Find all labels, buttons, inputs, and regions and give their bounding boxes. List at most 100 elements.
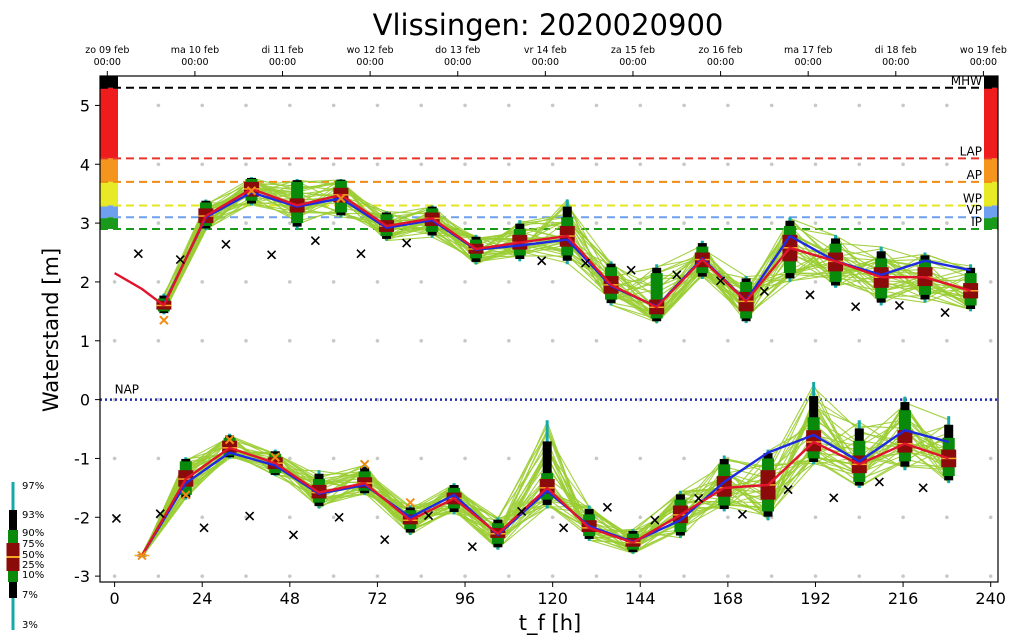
- hw-astro-marker: [267, 250, 277, 260]
- grid-dot: [156, 221, 161, 225]
- date-tick-day: za 15 feb: [611, 45, 655, 56]
- grid-dot: [682, 162, 686, 167]
- x-tick-label: 96: [455, 589, 475, 608]
- lw-astro-marker: [199, 523, 209, 533]
- grid-dot: [200, 162, 205, 167]
- y-tick-label: 3: [80, 214, 90, 233]
- grid-dot: [901, 221, 905, 225]
- lw-astro-marker: [334, 512, 344, 522]
- grid-dot: [244, 162, 248, 167]
- grid-dot: [244, 338, 248, 343]
- legend-label: 10%: [22, 570, 44, 581]
- date-tick-day: di 18 feb: [875, 45, 917, 56]
- date-tick-time: 00:00: [882, 57, 909, 68]
- grid-dot: [288, 574, 292, 578]
- nap-label: NAP: [115, 383, 139, 397]
- date-tick-day: zo 09 feb: [85, 45, 129, 56]
- grid-dot: [594, 574, 599, 578]
- lw-astro-marker: [245, 511, 255, 521]
- lw-median-line: [140, 440, 950, 557]
- legend-label: 25%: [22, 560, 44, 571]
- y-axis-label: Waterstand [m]: [39, 248, 63, 412]
- grid-dot: [419, 280, 424, 284]
- grid-dot: [726, 221, 730, 225]
- legend-label: 93%: [22, 510, 44, 521]
- grid-dot: [200, 280, 205, 284]
- plot-frame: [99, 75, 999, 583]
- grid-dot: [288, 456, 292, 461]
- grid-dot: [638, 103, 643, 108]
- grid-dot: [112, 280, 117, 284]
- grid-dot: [507, 338, 511, 343]
- grid-dot: [507, 574, 511, 578]
- grid-dot: [813, 338, 818, 343]
- grid-dot: [419, 103, 424, 108]
- grid-dot: [813, 103, 818, 108]
- grid-dot: [200, 515, 205, 520]
- x-tick-label: 168: [713, 589, 744, 608]
- grid-dot: [857, 338, 862, 343]
- grid-dot: [112, 456, 117, 461]
- grid-dot: [726, 574, 730, 578]
- x-axis-label: t_f [h]: [519, 611, 582, 636]
- y-tick-label: 4: [80, 155, 90, 174]
- lw-astro-marker: [874, 477, 884, 487]
- lw-astro-marker: [517, 506, 527, 516]
- hw-astro-marker: [310, 236, 320, 246]
- grid-dot: [331, 162, 336, 167]
- chart-title: Vlissingen: 2020020900: [373, 8, 724, 42]
- hw-astro-marker: [402, 238, 412, 248]
- lw-astro-marker: [783, 485, 793, 495]
- lw-astro-marker: [602, 502, 612, 512]
- grid-dot: [550, 574, 555, 578]
- x-tick-label: 216: [888, 589, 919, 608]
- hw-astro-marker: [851, 302, 861, 312]
- grid-dot: [375, 280, 380, 284]
- grid-dot: [507, 397, 511, 402]
- lw-astro-marker: [650, 515, 660, 525]
- date-tick-day: wo 12 feb: [347, 45, 394, 56]
- grid-dot: [682, 574, 686, 578]
- grid-dot: [200, 103, 205, 108]
- grid-dot: [988, 280, 993, 284]
- threshold-label: VP: [967, 203, 982, 217]
- hw-astro-marker: [580, 258, 591, 268]
- grid-dot: [507, 280, 511, 284]
- date-tick-time: 00:00: [707, 57, 734, 68]
- y-tick-label: 5: [80, 96, 90, 115]
- grid-dot: [331, 515, 336, 520]
- observed-marker: [224, 434, 235, 445]
- grid-dot: [550, 162, 555, 167]
- grid-dot: [156, 280, 161, 284]
- hw-astro-marker: [356, 249, 366, 259]
- date-tick-time: 00:00: [269, 57, 296, 68]
- grid-dot: [463, 103, 467, 108]
- threshold-band-left: [100, 181, 118, 206]
- grid-dot: [419, 338, 424, 343]
- lw-astro-marker: [380, 535, 390, 545]
- y-tick-label: 0: [80, 391, 90, 410]
- lw-inner-box: [897, 430, 913, 453]
- grid-dot: [244, 574, 248, 578]
- legend-label: 50%: [22, 550, 44, 561]
- threshold-band-left: [100, 158, 118, 182]
- x-tick-label: 192: [800, 589, 831, 608]
- grid-dot: [945, 515, 949, 520]
- observed-marker: [159, 315, 169, 325]
- grid-dot: [463, 280, 467, 284]
- legend-label: 97%: [22, 481, 44, 492]
- grid-dot: [988, 338, 993, 343]
- grid-dot: [244, 103, 248, 108]
- grid-dot: [638, 456, 643, 461]
- date-tick-day: do 13 feb: [435, 45, 480, 56]
- date-tick-time: 00:00: [181, 57, 208, 68]
- grid-dot: [244, 221, 248, 225]
- x-tick-label: 144: [625, 589, 656, 608]
- grid-dot: [857, 103, 862, 108]
- grid-dot: [375, 456, 380, 461]
- grid-dot: [813, 574, 818, 578]
- grid-dot: [857, 515, 862, 520]
- lw-astro-marker: [155, 509, 165, 519]
